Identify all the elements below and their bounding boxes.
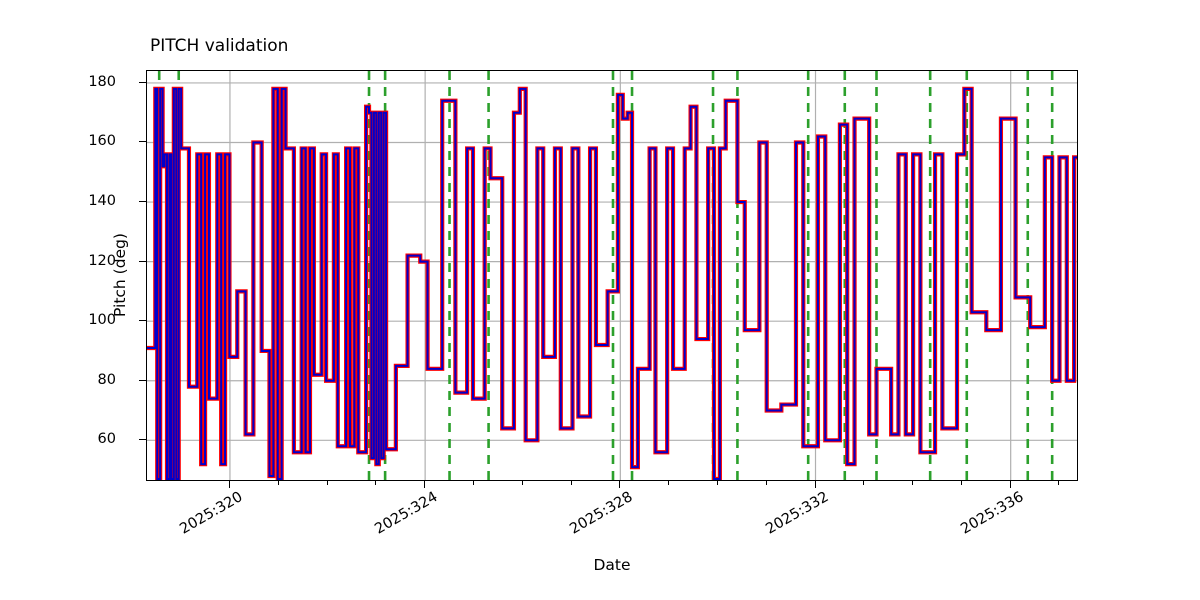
y-axis-label: Pitch (deg)	[110, 233, 129, 317]
y-tick-label: 60	[97, 431, 116, 448]
x-tick-minor	[765, 481, 767, 485]
y-tick-label: 140	[88, 193, 116, 210]
y-tick-label: 160	[88, 133, 116, 150]
x-tick-minor	[668, 481, 670, 485]
y-tick-mark	[139, 439, 146, 441]
y-tick-mark	[139, 379, 146, 381]
x-tick-label: 2025:332	[762, 489, 831, 538]
y-tick-mark	[139, 81, 146, 83]
x-tick-minor	[326, 481, 328, 485]
x-tick-minor	[277, 481, 279, 485]
y-tick-label: 120	[88, 252, 116, 269]
x-tick-minor	[375, 481, 377, 485]
plot-clip	[147, 71, 1077, 480]
x-tick-label: 2025:324	[372, 489, 441, 538]
chart-canvas	[147, 71, 1077, 480]
x-tick-mark	[814, 481, 816, 488]
y-tick-mark	[139, 201, 146, 203]
x-tick-mark	[1009, 481, 1011, 488]
x-tick-minor	[716, 481, 718, 485]
x-axis-label: Date	[593, 556, 631, 574]
y-tick-mark	[139, 141, 146, 143]
x-tick-minor	[960, 481, 962, 485]
x-tick-label: 2025:328	[567, 489, 636, 538]
x-tick-mark	[619, 481, 621, 488]
x-tick-label: 2025:336	[957, 489, 1027, 538]
x-tick-minor	[472, 481, 474, 485]
x-tick-minor	[521, 481, 523, 485]
series-line-prediction	[147, 87, 1077, 480]
x-tick-minor	[570, 481, 572, 485]
x-tick-minor	[863, 481, 865, 485]
x-tick-label: 2025:320	[177, 489, 246, 538]
page-title: PITCH validation	[150, 36, 289, 56]
plot-area	[146, 70, 1078, 481]
x-tick-minor	[912, 481, 914, 485]
y-tick-mark	[139, 320, 146, 322]
y-tick-label: 80	[97, 371, 116, 388]
x-tick-mark	[424, 481, 426, 488]
y-tick-mark	[139, 260, 146, 262]
x-tick-minor	[1058, 481, 1060, 485]
y-tick-label: 180	[88, 73, 116, 90]
y-tick-label: 100	[88, 312, 116, 329]
x-tick-mark	[228, 481, 230, 488]
